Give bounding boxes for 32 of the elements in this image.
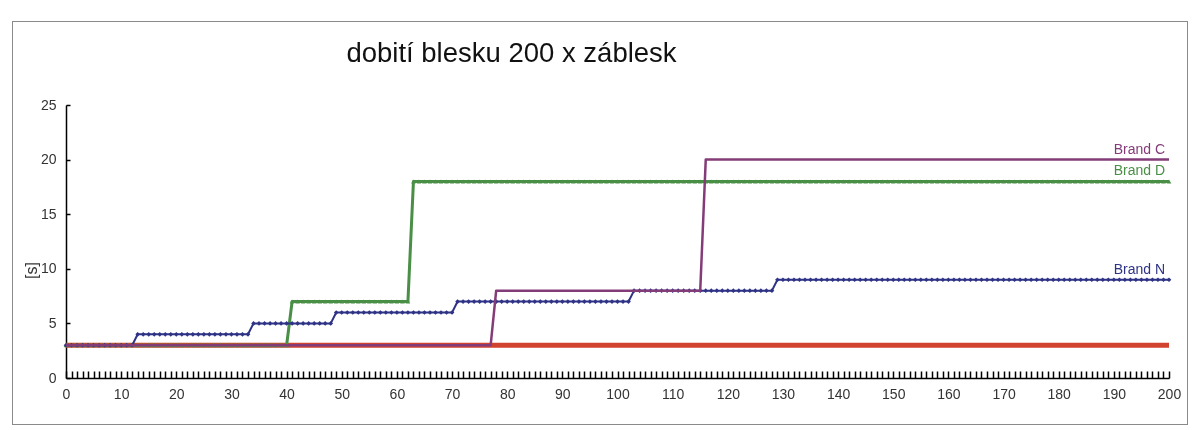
x-tick-label: 10 xyxy=(113,385,130,402)
series-label: Brand N xyxy=(1113,260,1165,277)
x-tick-label: 80 xyxy=(499,385,516,402)
y-tick-label: 15 xyxy=(40,205,57,222)
x-tick-label: 110 xyxy=(661,385,685,402)
x-tick-label: 70 xyxy=(444,385,461,402)
x-tick-label: 0 xyxy=(62,385,71,402)
x-tick-label: 30 xyxy=(224,385,240,402)
x-tick-label: 150 xyxy=(882,385,906,402)
x-tick-label: 180 xyxy=(1047,385,1072,402)
x-tick-label: 190 xyxy=(1102,385,1127,402)
x-tick-label: 140 xyxy=(826,385,851,402)
y-tick-label: 5 xyxy=(48,314,57,331)
x-tick-label: 60 xyxy=(389,385,406,402)
x-tick-label: 50 xyxy=(334,385,351,402)
y-tick-label: 20 xyxy=(40,151,57,168)
x-tick-label: 40 xyxy=(279,385,296,402)
x-tick-label: 200 xyxy=(1157,385,1182,402)
x-tick-label: 130 xyxy=(771,385,796,402)
series-label: Brand D xyxy=(1113,162,1165,179)
x-tick-label: 120 xyxy=(716,385,741,402)
y-tick-label: 25 xyxy=(40,96,57,113)
x-tick-label: 100 xyxy=(606,385,630,402)
y-axis-title: [s] xyxy=(22,262,40,279)
x-tick-label: 160 xyxy=(937,385,961,402)
series-label: Brand C xyxy=(1113,140,1165,157)
x-tick-label: 90 xyxy=(555,385,571,402)
chart-title: dobití blesku 200 x záblesk xyxy=(346,36,677,68)
y-tick-label: 0 xyxy=(48,369,57,386)
x-tick-label: 170 xyxy=(992,385,1016,402)
x-tick-label: 20 xyxy=(169,385,185,402)
y-tick-label: 10 xyxy=(40,260,57,277)
